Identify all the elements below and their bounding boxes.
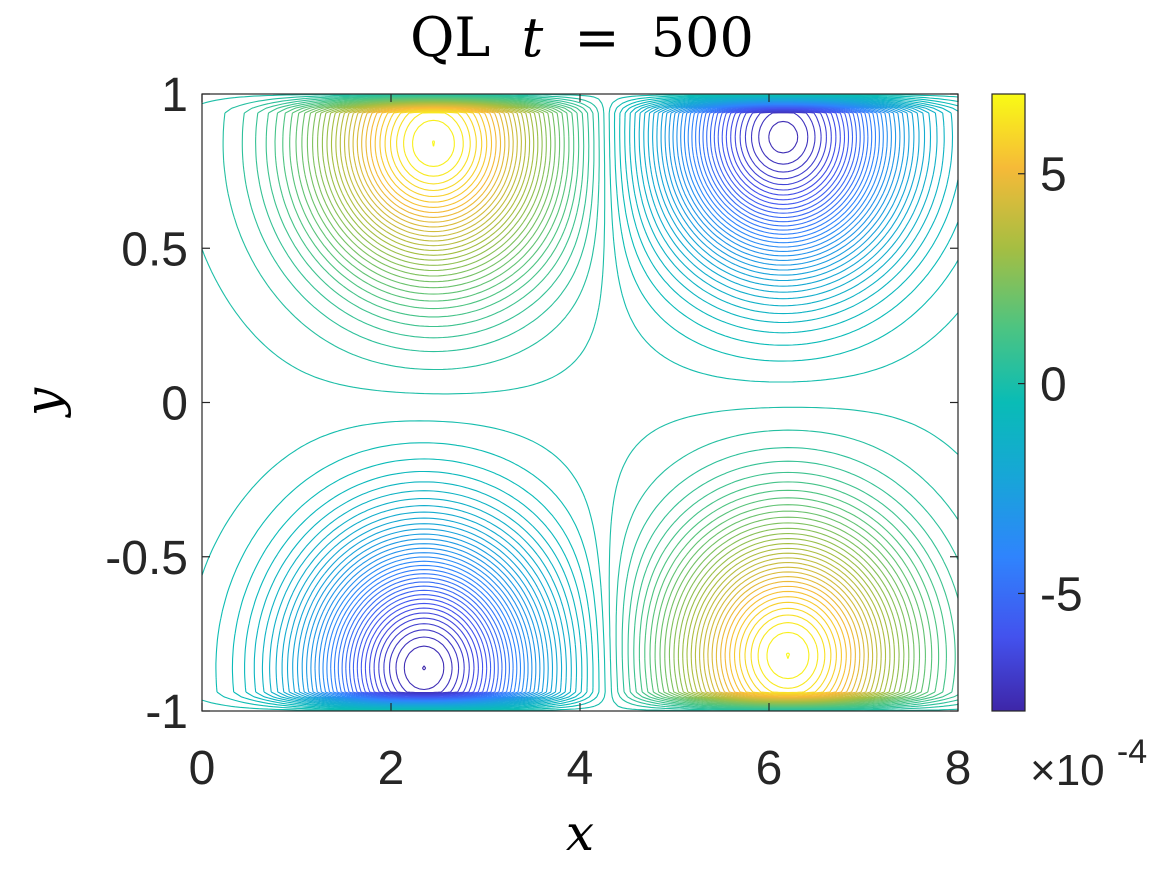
contour-level	[301, 99, 905, 706]
contour-level	[343, 104, 878, 701]
contour-level	[384, 109, 837, 695]
contour-level	[352, 106, 854, 699]
contour-level	[352, 105, 869, 700]
colorbar-multiplier-exponent: -4	[1117, 733, 1147, 771]
contour-level	[314, 101, 892, 704]
chart-title: QL t = 500	[410, 6, 754, 69]
x-tick-label: 6	[756, 742, 783, 795]
contour-level	[255, 95, 958, 710]
contour-level	[339, 103, 882, 702]
contour-level	[274, 96, 947, 709]
contour-level	[330, 103, 877, 702]
contour-level	[286, 98, 920, 707]
contour-level	[261, 96, 945, 709]
contour-level	[269, 96, 938, 709]
y-tick-label: 1	[161, 69, 188, 122]
x-tick-label: 0	[189, 742, 216, 795]
x-tick-label: 4	[567, 742, 594, 795]
y-axis-label: y	[14, 387, 72, 418]
contour-level	[241, 94, 958, 711]
contour-level	[341, 104, 865, 701]
colorbar-multiplier-base: ×10	[1030, 746, 1105, 795]
y-axis: 1 0.5 0 -0.5 -1	[105, 69, 958, 739]
colorbar-tick-label: -5	[1040, 568, 1083, 621]
contour-level	[369, 107, 852, 698]
contour-level	[215, 94, 958, 711]
y-tick-label: -0.5	[105, 532, 188, 585]
contour-level	[348, 104, 874, 701]
contour-level	[292, 98, 915, 707]
contour-level	[333, 103, 873, 702]
x-axis-label: x	[566, 804, 594, 862]
contour-level	[345, 105, 861, 700]
contour-level	[222, 94, 958, 711]
title-var: t	[521, 6, 543, 69]
title-value: 500	[651, 6, 754, 69]
contour-level	[281, 97, 926, 708]
colorbar-multiplier: ×10 -4	[1030, 733, 1147, 795]
y-tick-label: 0	[161, 378, 188, 431]
contour-level	[318, 101, 888, 704]
contour-level	[383, 110, 822, 695]
colorbar-tick-label: 5	[1040, 149, 1067, 202]
colorbar	[991, 93, 1026, 712]
colorbar-ticks: 5 0 -5	[1018, 149, 1083, 621]
contour-level	[289, 97, 933, 708]
contour-level	[378, 109, 827, 696]
contour-level	[326, 101, 895, 703]
colorbar-tick-label: 0	[1040, 359, 1067, 412]
contour-level	[295, 98, 926, 707]
contour-level	[321, 101, 900, 704]
contour-level	[403, 112, 819, 689]
y-tick-label: -1	[145, 686, 188, 739]
contour-level	[388, 111, 816, 694]
contour-level	[265, 96, 956, 709]
contour-lines	[202, 94, 958, 711]
contour-level	[306, 99, 915, 706]
title-eq: =	[574, 6, 619, 69]
x-tick-label: 8	[945, 742, 972, 795]
contour-level	[361, 106, 861, 699]
x-axis: 0 2 4 6 8	[189, 94, 972, 795]
contour-level	[431, 140, 791, 659]
contour-level	[374, 107, 847, 697]
contour-level	[275, 97, 932, 708]
contour-level	[312, 100, 910, 705]
x-tick-label: 2	[378, 742, 405, 795]
contour-level	[282, 97, 940, 708]
contour-level	[421, 665, 427, 671]
contour-level	[253, 95, 954, 710]
contour-level	[365, 106, 856, 698]
contour-level	[379, 108, 842, 696]
contour-level	[396, 111, 826, 694]
contour-level	[337, 104, 869, 701]
contour-level	[395, 112, 809, 694]
y-tick-label: 0.5	[121, 223, 188, 276]
contour-level	[244, 95, 958, 710]
contour-level	[296, 99, 910, 706]
contour-level	[412, 119, 810, 680]
contour-level	[373, 109, 832, 697]
contour-level	[369, 108, 837, 697]
contour-level	[310, 100, 897, 705]
contour-level	[335, 102, 887, 702]
contour-level	[403, 120, 799, 691]
contour-level	[356, 105, 865, 699]
contour-level	[306, 100, 901, 705]
contour-level	[231, 94, 958, 711]
contour-level	[389, 110, 832, 694]
contour-level	[317, 100, 905, 705]
contour-level	[301, 98, 921, 706]
title-prefix: QL	[410, 6, 490, 69]
